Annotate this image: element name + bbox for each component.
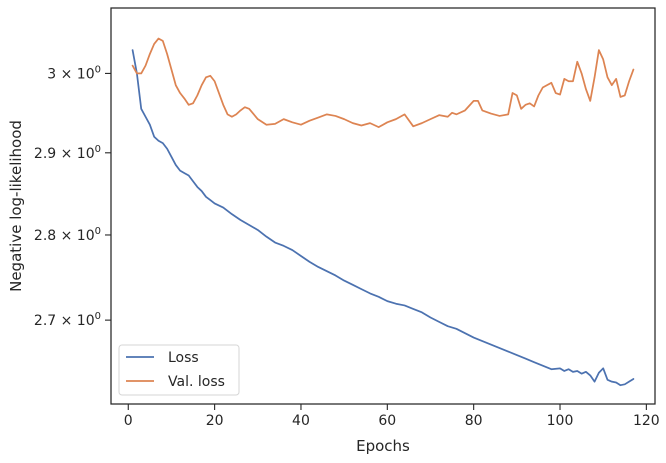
y-tick-label: 3 × 100 (47, 64, 101, 82)
y-tick-label: 2.7 × 100 (34, 311, 101, 329)
x-tick-label: 120 (633, 413, 660, 429)
y-tick-base-label: 2.9 × 10 (34, 146, 95, 162)
y-tick-label: 2.8 × 100 (34, 226, 101, 244)
x-tick-label: 80 (465, 413, 483, 429)
x-tick-label: 100 (547, 413, 574, 429)
y-tick-exponent: 0 (95, 311, 101, 322)
y-tick-exponent: 0 (95, 226, 101, 237)
legend: Loss Val. loss (118, 344, 240, 396)
x-tick-label: 40 (292, 413, 310, 429)
y-tick-base-label: 3 × 10 (47, 66, 94, 82)
y-tick-exponent: 0 (95, 144, 101, 155)
loss-series-line (131, 49, 635, 387)
x-axis-ticks: 0 20 40 60 80 100 120 (124, 404, 660, 429)
y-axis-label: Negative log-likelihood (7, 120, 25, 292)
y-tick-base-label: 2.8 × 10 (34, 228, 95, 244)
x-axis-label: Epochs (356, 437, 410, 455)
series-layer (131, 37, 635, 387)
x-tick-label: 60 (378, 413, 396, 429)
legend-val-loss-label: Val. loss (168, 374, 225, 390)
plot-frame (110, 7, 656, 405)
legend-loss-label: Loss (168, 350, 199, 366)
y-tick-base-label: 2.7 × 10 (34, 313, 95, 329)
val-loss-series-line (131, 37, 635, 128)
plot-area-background (111, 8, 655, 404)
y-tick-label: 2.9 × 100 (34, 144, 101, 162)
x-tick-label: 0 (124, 413, 133, 429)
y-tick-exponent: 0 (95, 64, 101, 75)
x-tick-label: 20 (206, 413, 224, 429)
